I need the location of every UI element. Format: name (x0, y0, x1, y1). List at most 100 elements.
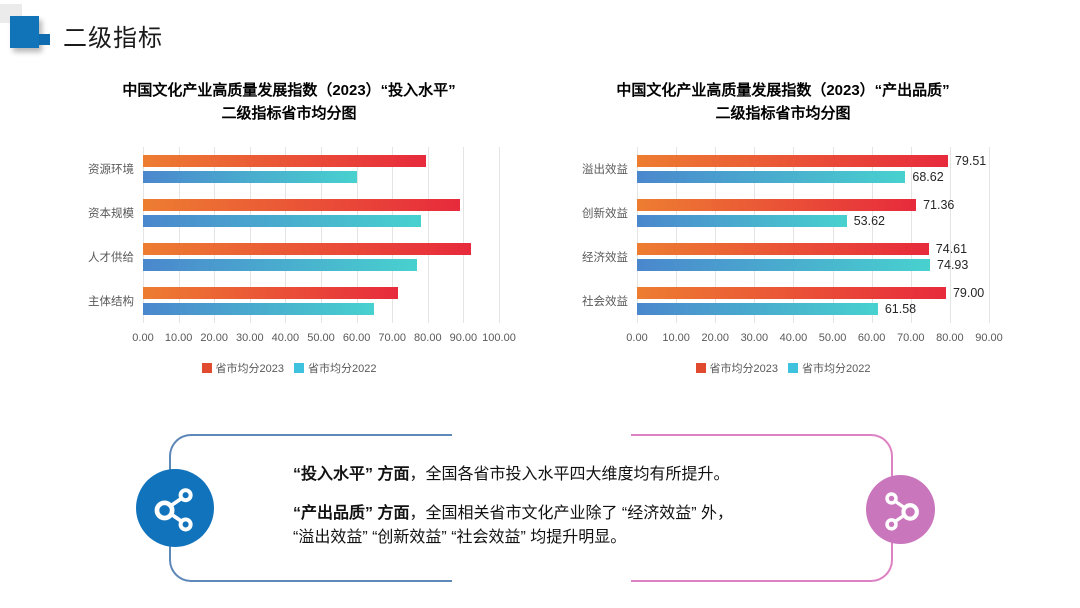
value-label: 68.62 (912, 170, 944, 184)
category-label: 经济效益 (582, 252, 628, 264)
callout-p1-rest: ，全国各省市投入水平四大维度均有所提升。 (409, 466, 730, 483)
value-label: 61.58 (884, 302, 917, 316)
x-axis: 0.00 10.00 20.00 30.00 40.00 50.00 60.00 70.00 8… (132, 332, 516, 347)
value-label: 79.51 (954, 154, 987, 168)
value-label: 74.61 (935, 242, 968, 256)
bar-2023 (143, 155, 427, 167)
x-tick-label: 20.00 (701, 332, 729, 344)
category-label: 人才供给 (88, 252, 134, 264)
value-label: 79.00 (952, 286, 985, 300)
category-axis: 资源环境资本规模人才供给主体结构 (58, 147, 143, 323)
gridline (285, 147, 287, 323)
legend-item: 省市均分2022 (294, 360, 376, 376)
x-tick-label: 0.00 (132, 332, 154, 344)
legend-label: 省市均分2022 (308, 363, 377, 375)
x-tick-label: 30.00 (236, 332, 264, 344)
x-tick-label: 90.00 (975, 332, 1003, 344)
title-decoration-blue-square (10, 16, 39, 48)
bar-row: 61.58 (637, 302, 989, 316)
x-tick-label: 80.00 (936, 332, 964, 344)
bar-row (143, 243, 499, 255)
bar-row: 74.61 (637, 242, 989, 256)
legend-swatch (695, 363, 706, 373)
category-label: 主体结构 (88, 296, 134, 308)
share-network-icon (136, 469, 214, 547)
chart-body: 溢出效益 创新效益 经济效益 社会效益 79.51 68.62 71.36 53.62 74.… (552, 147, 1014, 347)
plot-wrap: 0.00 10.00 20.00 30.00 40.00 50.00 60.00 70.00 8… (132, 147, 516, 347)
bar-group: 74.61 74.93 (637, 235, 989, 279)
bar-2023 (143, 243, 471, 255)
x-tick-label: 10.00 (662, 332, 690, 344)
x-tick-label: 40.00 (271, 332, 300, 344)
category-label: 资本规模 (88, 208, 134, 220)
bar-2022 (637, 303, 878, 315)
gridline (832, 147, 834, 323)
legend-item: 省市均分2023 (201, 360, 284, 376)
chart-title-line1: 中国文化产业高质量发展指数（2023）“产出品质” (616, 82, 950, 99)
legend-label: 省市均分2023 (709, 363, 778, 375)
bar-group (143, 191, 499, 235)
chart-title-line2: 二级指标省市均分图 (715, 104, 851, 122)
category-label: 社会效益 (582, 296, 628, 308)
gridline (871, 147, 873, 323)
x-tick-label: 70.00 (897, 332, 925, 344)
bar-2022 (143, 259, 418, 271)
gridline (754, 147, 756, 323)
bar-2023 (143, 287, 398, 299)
gridline (356, 147, 358, 323)
bar-2022 (143, 303, 375, 315)
legend-label: 省市均分2022 (802, 363, 871, 375)
page-title: 二级指标 (63, 25, 163, 52)
x-tick-label: 100.00 (482, 332, 516, 344)
gridline (499, 147, 500, 323)
category-label: 资源环境 (88, 164, 134, 176)
chart-body: 资源环境资本规模人才供给主体结构 0.00 10.00 20.00 30.00 40.0… (58, 147, 520, 347)
bar-group (143, 147, 499, 191)
legend: 省市均分2023 省市均分2022 (58, 360, 520, 376)
bar-group: 79.00 61.58 (637, 279, 989, 323)
bar-row (143, 259, 499, 271)
bar-group: 71.36 53.62 (637, 191, 989, 235)
x-tick-label: 50.00 (307, 332, 335, 344)
x-tick-label: 80.00 (414, 332, 442, 344)
x-tick-label: 90.00 (449, 332, 478, 344)
category-axis: 溢出效益 创新效益 经济效益 社会效益 (552, 147, 637, 323)
gridline (463, 147, 465, 323)
bar-2022 (637, 215, 847, 227)
bar-2022 (637, 171, 906, 183)
bar-2023 (637, 199, 917, 211)
chart-title-line1: 中国文化产业高质量发展指数（2023）“投入水平” (122, 82, 456, 99)
value-label: 53.62 (853, 214, 885, 228)
bar-row (143, 171, 499, 183)
chart-title: 中国文化产业高质量发展指数（2023）“产出品质” 二级指标省市均分图 (552, 80, 1014, 125)
gridline (143, 147, 144, 323)
gridline (793, 147, 795, 323)
bar-row (143, 155, 499, 167)
bar-row (143, 303, 499, 315)
x-axis: 0.00 10.00 20.00 30.00 40.00 50.00 60.00 70.00 8… (626, 332, 1002, 347)
x-tick-label: 30.00 (740, 332, 769, 344)
plot-wrap: 79.51 68.62 71.36 53.62 74.61 74.93 79.00 61.58… (626, 147, 1003, 347)
gridline (178, 147, 180, 323)
bar-2023 (637, 287, 946, 299)
gridline (427, 147, 429, 323)
bar-2023 (143, 199, 460, 211)
legend-item: 省市均分2022 (788, 360, 870, 376)
legend-swatch (788, 363, 798, 373)
plot-area (143, 147, 500, 323)
callout-p2-bold: “产出品质” 方面 (293, 505, 410, 522)
gridline (949, 147, 951, 323)
x-tick-label: 10.00 (164, 332, 193, 344)
callout-p1-bold: “投入水平” 方面 (293, 466, 410, 483)
gridline (989, 147, 990, 323)
x-tick-label: 20.00 (200, 332, 228, 344)
gridline (715, 147, 717, 323)
x-tick-label: 40.00 (779, 332, 808, 344)
x-tick-label: 0.00 (626, 332, 648, 344)
callout-paragraph-2: “产出品质” 方面，全国相关省市文化产业除了 “经济效益” 外， “溢出效益” … (293, 502, 838, 550)
legend-item: 省市均分2023 (695, 360, 778, 376)
x-tick-label: 70.00 (378, 332, 406, 344)
x-tick-label: 60.00 (857, 332, 886, 344)
title-decoration-small-square (39, 34, 50, 45)
